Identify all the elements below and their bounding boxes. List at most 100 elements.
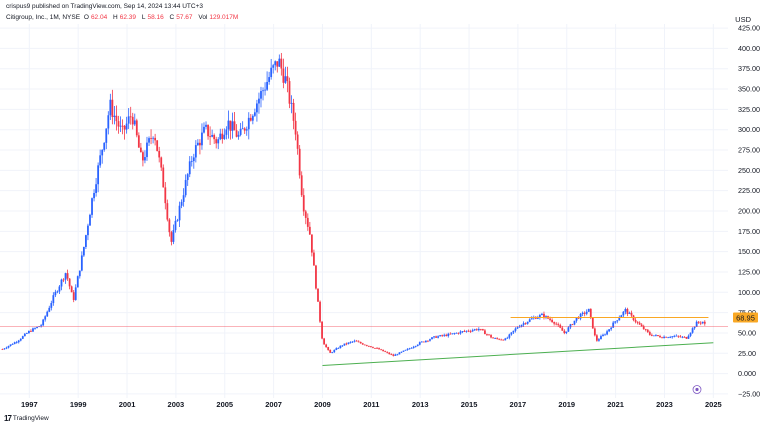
candle-body: [614, 321, 617, 323]
y-tick-label: 325.00: [738, 105, 760, 114]
candle-body: [445, 334, 448, 337]
candle-body: [500, 339, 503, 341]
candle-body: [162, 167, 165, 188]
candle-body: [247, 117, 250, 130]
candle-body: [180, 201, 183, 206]
candle-body: [402, 350, 405, 352]
candle-body: [424, 340, 427, 343]
y-tick-label: 250.00: [738, 166, 760, 175]
candle-body: [70, 286, 73, 293]
candle-body: [196, 142, 199, 146]
candle-body: [638, 322, 641, 325]
candle-body: [133, 120, 136, 125]
candle-body: [48, 307, 51, 312]
candle-body: [608, 329, 611, 332]
candle-body: [28, 330, 30, 334]
candle-body: [541, 313, 543, 316]
candle-body: [648, 332, 651, 335]
candle-body: [64, 273, 67, 280]
candle-body: [703, 321, 706, 324]
x-tick-label: 2017: [510, 400, 527, 409]
candle-body: [219, 133, 222, 140]
candle-body: [99, 155, 102, 166]
candle-body: [624, 309, 627, 312]
candle-body: [341, 345, 344, 347]
candle-body: [673, 336, 676, 337]
candle-body: [522, 323, 525, 325]
candle-body: [19, 338, 22, 341]
candle-body: [304, 211, 307, 218]
candle-body: [451, 333, 454, 335]
candle-body: [58, 286, 61, 292]
candle-body: [345, 343, 348, 345]
candle-body: [223, 134, 226, 139]
candle-body: [575, 317, 578, 321]
candle-body: [323, 338, 325, 345]
candle-body: [477, 328, 480, 331]
candle-body: [34, 328, 36, 329]
x-tick-label: 2001: [119, 400, 136, 409]
candle-body: [107, 115, 110, 129]
candle-body: [327, 347, 330, 350]
candle-body: [190, 161, 193, 162]
candle-body: [192, 157, 195, 162]
candle-body: [227, 120, 230, 130]
candle-body: [587, 308, 590, 312]
candle-body: [62, 279, 65, 281]
candle-body: [286, 76, 289, 82]
candle-body: [174, 220, 177, 231]
candle-body: [677, 335, 680, 337]
candle-body: [681, 336, 684, 338]
y-tick-label: 175.00: [738, 227, 760, 236]
candle-body: [347, 342, 350, 344]
candle-body: [117, 121, 120, 127]
candle-body: [427, 340, 429, 342]
candle-body: [78, 270, 81, 277]
candle-body: [598, 339, 600, 341]
candle-body: [239, 128, 242, 135]
candle-body: [361, 343, 364, 345]
candle-body: [473, 329, 476, 331]
candle-body: [602, 334, 604, 337]
candle-body: [561, 327, 564, 331]
candle-body: [172, 230, 175, 242]
candle-body: [569, 324, 572, 328]
candle-body: [640, 324, 643, 327]
candle-body: [549, 318, 551, 320]
candle-body: [650, 334, 653, 336]
candle-body: [563, 330, 566, 334]
candle-body: [437, 336, 440, 338]
chart-header: crispus9 published on TradingView.com, S…: [0, 0, 768, 24]
candle-body: [221, 133, 224, 139]
candle-body: [496, 338, 499, 339]
candle-body: [42, 319, 45, 326]
candle-body: [571, 324, 574, 326]
candle-body: [353, 340, 356, 342]
candle-body: [661, 337, 663, 339]
candle-body: [469, 331, 472, 332]
ohlc-close: C 57.67: [169, 14, 193, 21]
candle-body: [91, 198, 93, 215]
candle-body: [160, 157, 163, 168]
candle-body: [25, 333, 28, 334]
y-tick-label: 0.000: [738, 369, 756, 378]
candle-body: [367, 345, 370, 347]
candle-body: [667, 337, 670, 339]
x-tick-label: 2007: [265, 400, 282, 409]
candle-body: [274, 61, 277, 66]
y-tick-label: 125.00: [738, 267, 760, 276]
candle-body: [380, 349, 383, 351]
candle-body: [538, 315, 541, 318]
candle-body: [606, 331, 608, 335]
candle-body: [357, 341, 360, 343]
candle-body: [687, 335, 690, 339]
candle-body: [573, 320, 576, 325]
candle-body: [129, 116, 132, 118]
candle-body: [620, 315, 623, 318]
candle-body: [17, 340, 20, 343]
candle-body: [268, 77, 271, 82]
candle-body: [97, 165, 100, 185]
publish-info: crispus9 published on TradingView.com, S…: [6, 3, 203, 10]
candle-body: [408, 348, 411, 350]
